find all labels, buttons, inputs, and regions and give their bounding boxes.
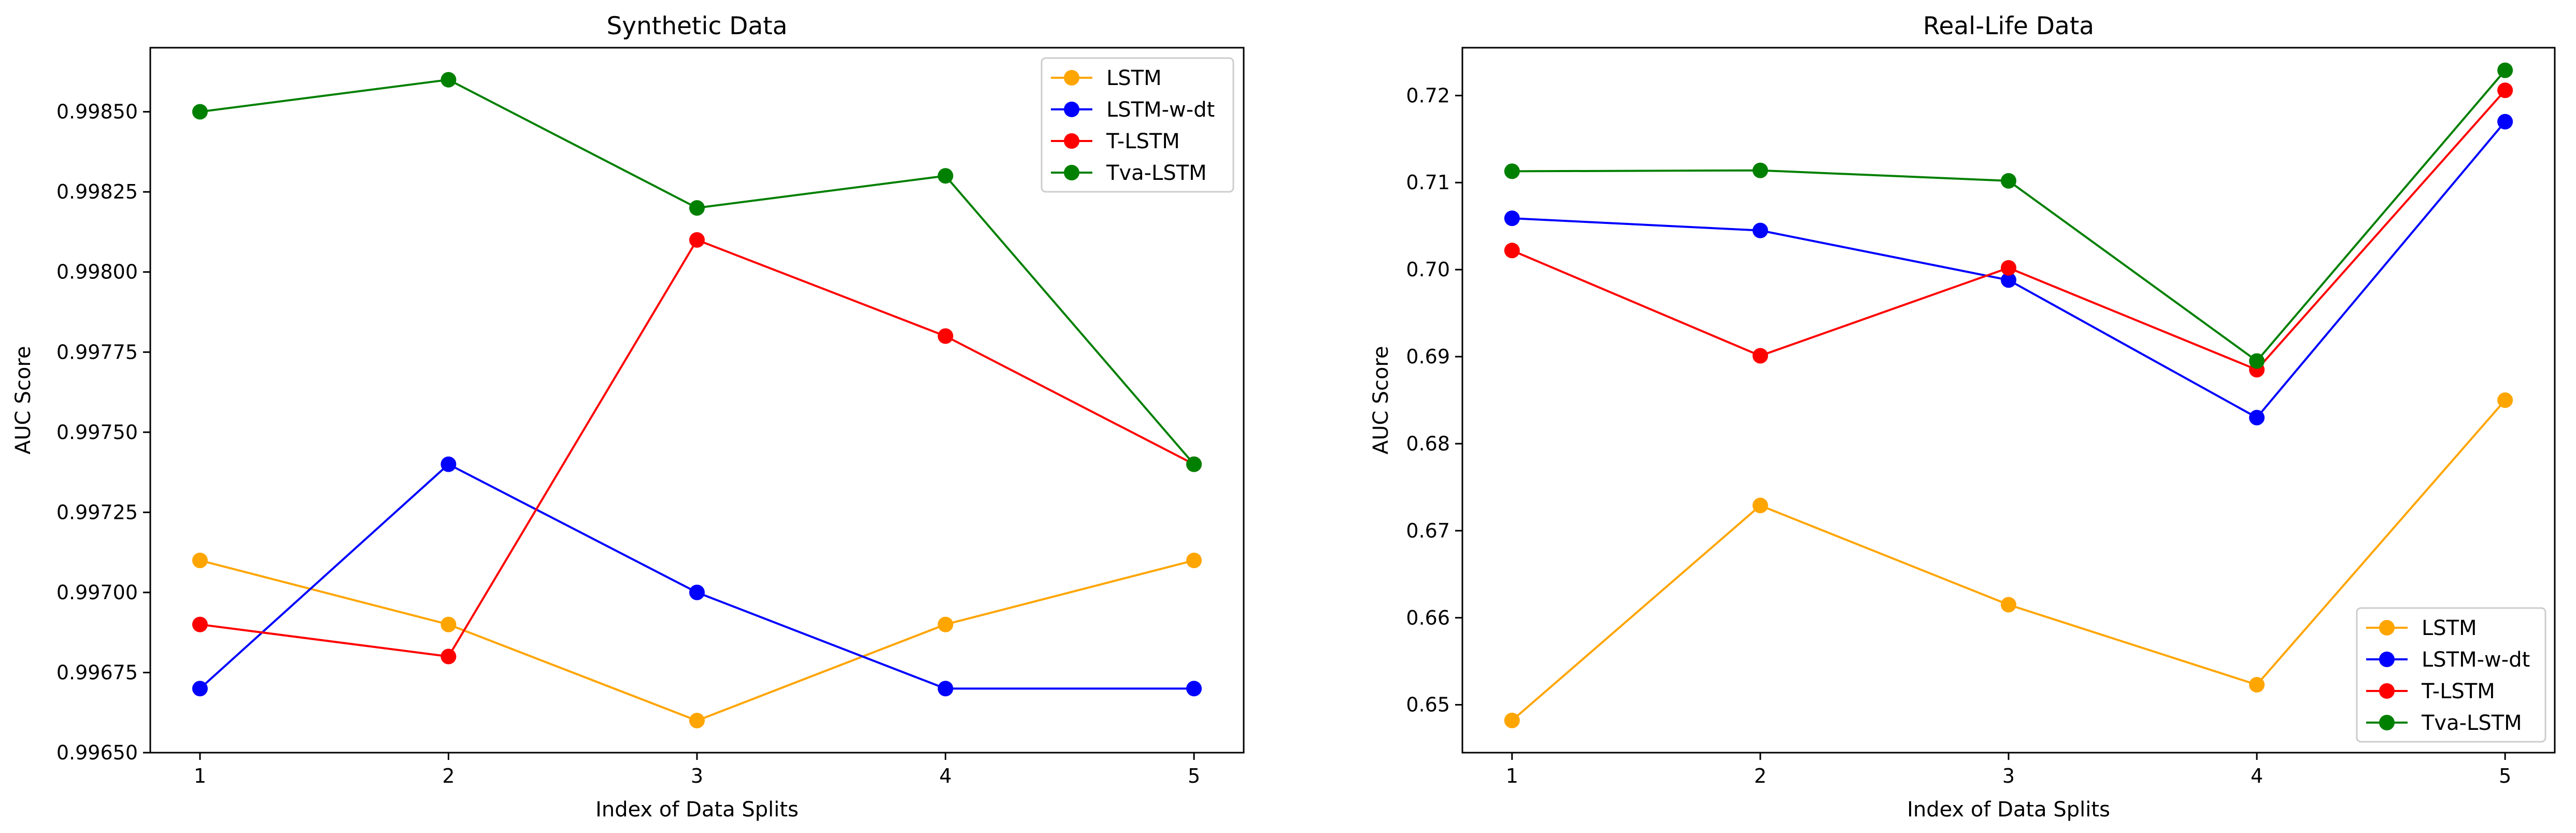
data-point: [689, 200, 705, 216]
data-point: [2497, 114, 2513, 130]
data-point: [2001, 272, 2016, 288]
x-tick-label: 3: [691, 765, 703, 787]
data-point: [1186, 553, 1202, 569]
x-tick-label: 2: [1754, 765, 1767, 787]
legend-swatch-marker: [2379, 652, 2395, 667]
data-point: [2249, 677, 2265, 693]
data-point: [2001, 173, 2016, 189]
y-tick-label: 0.99800: [56, 261, 138, 284]
data-point: [2001, 260, 2016, 276]
y-tick-label: 0.99675: [56, 661, 138, 684]
data-point: [1504, 210, 1520, 227]
data-point: [192, 681, 208, 697]
series-line-Tva-LSTM: [1512, 69, 2506, 363]
data-point: [192, 616, 208, 632]
data-point: [1752, 222, 1768, 238]
legend-label: LSTM-w-dt: [1106, 98, 1215, 122]
data-point: [1752, 348, 1768, 364]
y-tick-label: 0.99775: [56, 341, 138, 363]
data-point: [2497, 62, 2513, 78]
data-point: [1186, 681, 1202, 697]
chart-1: Synthetic Data 1 2 3 4 5 0.99650 0.99675 0.99700…: [11, 12, 1245, 822]
data-point: [440, 616, 457, 632]
y-tick-label: 0.99650: [56, 741, 138, 764]
x-axis-label: Index of Data Splits: [1907, 798, 2110, 822]
series-line-T-LSTM: [1512, 89, 2506, 371]
data-point: [192, 553, 208, 569]
data-point: [2497, 82, 2513, 98]
data-point: [689, 232, 705, 248]
series-line-LSTM: [200, 559, 1194, 722]
x-axis-label: Index of Data Splits: [595, 798, 799, 822]
x-tick-label: 4: [2251, 765, 2263, 787]
x-tick-label: 4: [939, 765, 951, 787]
legend-swatch-marker: [1064, 165, 1079, 180]
y-tick-label: 0.71: [1406, 171, 1450, 194]
legend-swatch-marker: [2379, 620, 2395, 636]
data-point: [937, 681, 953, 697]
data-point: [937, 168, 953, 184]
legend-label: Tva-LSTM: [2421, 711, 2522, 735]
legend-box: [1041, 57, 1234, 193]
data-point: [1752, 498, 1768, 514]
data-point: [440, 648, 457, 665]
y-axis-label: AUC Score: [1369, 346, 1393, 454]
legend-label: LSTM-w-dt: [2422, 648, 2530, 672]
data-point: [937, 616, 953, 632]
data-point: [192, 104, 208, 120]
y-tick-label: 0.65: [1406, 694, 1450, 716]
y-tick-label: 0.99750: [56, 421, 138, 444]
data-point: [440, 456, 457, 472]
x-tick-label: 1: [1506, 765, 1518, 787]
data-point: [689, 584, 705, 600]
legend-label: LSTM: [2422, 616, 2477, 640]
data-point: [1504, 243, 1520, 259]
y-tick-label: 0.67: [1406, 519, 1450, 542]
data-point: [937, 328, 953, 344]
data-point: [1752, 162, 1768, 178]
legend-swatch-marker: [2379, 683, 2395, 699]
y-axis-label: AUC Score: [11, 346, 35, 454]
data-point: [440, 72, 457, 88]
x-tick-label: 2: [442, 765, 454, 787]
legend-box: [2356, 607, 2546, 743]
legend-label: Tva-LSTM: [1106, 161, 1207, 185]
x-tick-label: 1: [194, 765, 206, 787]
y-tick-label: 0.99850: [56, 101, 138, 123]
chart-title: Real-Life Data: [1923, 12, 2094, 40]
y-tick-label: 0.66: [1406, 606, 1450, 629]
legend-swatch-marker: [1064, 133, 1079, 149]
legend: LSTM LSTM-w-dt T-LSTM Tva-LSTM: [2356, 607, 2546, 743]
data-point: [2497, 392, 2513, 408]
y-tick-label: 0.99725: [56, 501, 138, 524]
y-tick-label: 0.99825: [56, 180, 138, 203]
legend-label: T-LSTM: [2421, 680, 2495, 703]
legend-swatch-marker: [2379, 715, 2395, 730]
data-point: [2001, 597, 2016, 613]
legend-label: T-LSTM: [1106, 130, 1180, 153]
data-point: [2249, 353, 2265, 369]
y-tick-label: 0.70: [1406, 258, 1450, 281]
legend-swatch-marker: [1064, 102, 1079, 117]
legend-swatch-marker: [1064, 70, 1079, 86]
data-point: [689, 713, 705, 729]
chart-2: Real-Life Data 1 2 3 4 5 0.65 0.66 0.67 0.68 0.69 0…: [1369, 12, 2556, 822]
data-point: [1504, 712, 1520, 728]
data-point: [1186, 456, 1202, 472]
x-tick-label: 5: [1188, 765, 1200, 787]
y-tick-label: 0.72: [1406, 84, 1450, 107]
y-tick-label: 0.68: [1406, 432, 1450, 455]
series-line-LSTM-w-dt: [199, 463, 1194, 690]
chart-title: Synthetic Data: [606, 12, 787, 40]
data-point: [2249, 410, 2265, 426]
legend-label: LSTM: [1106, 66, 1162, 90]
y-tick-label: 0.69: [1406, 345, 1450, 368]
legend: LSTM LSTM-w-dt T-LSTM Tva-LSTM: [1041, 57, 1234, 193]
data-point: [1504, 163, 1520, 179]
y-tick-label: 0.99700: [56, 581, 138, 604]
x-tick-label: 3: [2002, 765, 2015, 787]
x-tick-label: 5: [2499, 765, 2511, 787]
